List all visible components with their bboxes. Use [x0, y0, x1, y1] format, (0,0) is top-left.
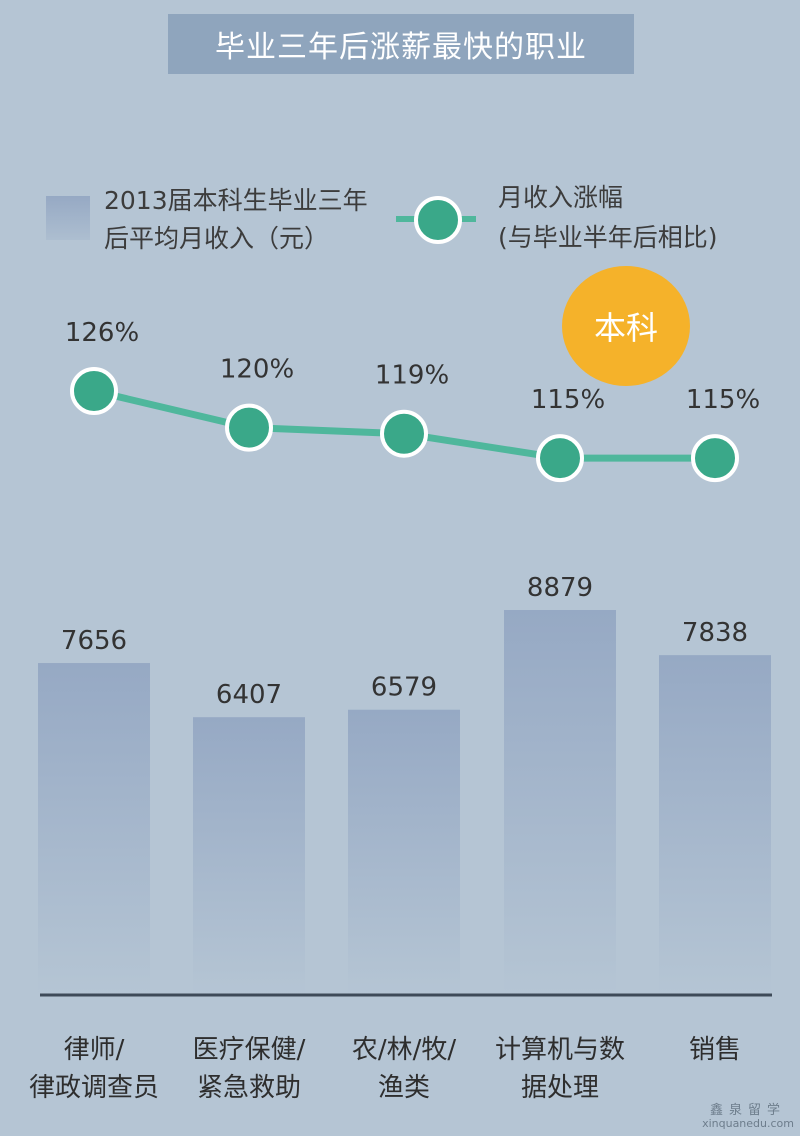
bar-3: [504, 610, 616, 995]
bar-value-label-3: 8879: [527, 573, 593, 603]
bar-value-label-0: 7656: [61, 626, 127, 656]
increase-point-4: [691, 434, 739, 483]
category-label-3: 计算机与数据处理: [495, 1035, 625, 1103]
increase-point-0: [70, 367, 118, 415]
bar-4: [659, 655, 771, 995]
increase-point-2: [380, 409, 428, 458]
watermark-url: xinquanedu.com: [702, 1117, 794, 1130]
legend-dot-swatch: [414, 196, 462, 244]
legend-line-label: 月收入涨幅 (与毕业半年后相比): [498, 178, 798, 258]
watermark: 鑫泉留学 xinquanedu.com: [702, 1104, 794, 1130]
category-label-2: 农/林/牧/渔类: [352, 1035, 457, 1103]
bar-2: [348, 709, 460, 995]
legend-line-label-1: 月收入涨幅: [498, 183, 624, 212]
legend-bar-label: 2013届本科生毕业三年后平均月收入（元）: [104, 186, 368, 253]
chart-title: 毕业三年后涨薪最快的职业: [168, 14, 634, 74]
increase-value-label-3: 115%: [531, 385, 605, 415]
increase-value-label-0: 126%: [65, 318, 139, 348]
legend-line-label-2: (与毕业半年后相比): [498, 223, 718, 252]
increase-value-label-2: 119%: [375, 361, 449, 391]
category-label-4: 销售: [689, 1035, 741, 1065]
bar-value-label-2: 6579: [371, 673, 437, 703]
bar-1: [193, 717, 305, 995]
category-label-0: 律师/律政调查员: [29, 1035, 159, 1103]
increase-value-label-4: 115%: [686, 385, 760, 415]
increase-point-3: [536, 434, 584, 483]
bar-0: [38, 663, 150, 995]
badge-undergraduate: 本科: [562, 266, 690, 386]
category-label-1: 医疗保健/紧急救助: [193, 1035, 306, 1103]
increase-point-1: [225, 403, 273, 452]
bar-value-label-4: 7838: [682, 618, 748, 648]
increase-value-label-1: 120%: [220, 355, 294, 385]
legend-bar-swatch: [46, 196, 90, 240]
bar-value-label-1: 6407: [216, 680, 282, 710]
watermark-brand: 鑫泉留学: [710, 1103, 787, 1118]
